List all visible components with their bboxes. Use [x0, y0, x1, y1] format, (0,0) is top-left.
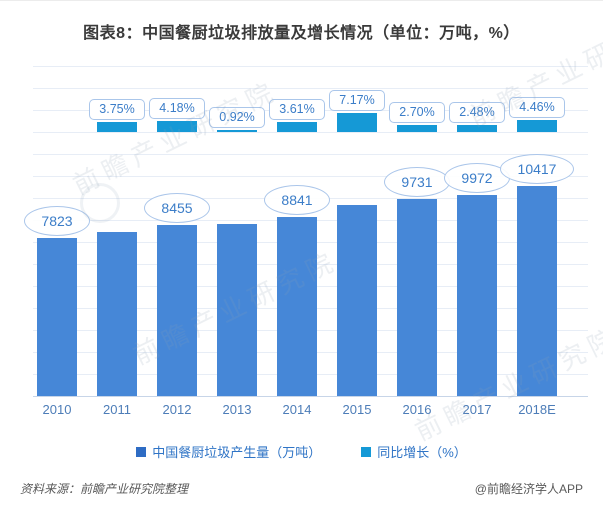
volume-bar [457, 195, 497, 396]
volume-value-label: 8841 [264, 185, 330, 215]
watermark: 前瞻产业研究院 [410, 321, 603, 447]
x-axis-label: 2012 [162, 402, 192, 417]
legend-item: 中国餐厨垃圾产生量（万吨） [136, 442, 321, 461]
legend-marker-icon [361, 446, 372, 457]
chart-legend: 中国餐厨垃圾产生量（万吨） 同比增长（%） [0, 442, 603, 461]
growth-bar [277, 122, 317, 132]
volume-bar [217, 224, 257, 396]
volume-value-label: 9972 [444, 163, 510, 193]
legend-item: 同比增长（%） [361, 442, 467, 461]
gridline [33, 154, 588, 155]
chart-title: 图表8：中国餐厨垃圾排放量及增长情况（单位：万吨，%） [83, 25, 520, 42]
x-axis-label: 2013 [222, 402, 252, 417]
volume-bar [37, 238, 77, 396]
footer: 资料来源：前瞻产业研究院整理 @前瞻经济学人APP [20, 480, 583, 497]
growth-value-label: 3.61% [269, 99, 325, 121]
volume-value-label: 7823 [24, 206, 90, 236]
growth-value-label: 0.92% [209, 106, 265, 128]
source-note: 资料来源：前瞻产业研究院整理 [20, 482, 189, 496]
growth-bar [97, 122, 137, 132]
volume-bar [157, 225, 197, 396]
legend-label: 中国餐厨垃圾产生量（万吨） [152, 445, 322, 460]
watermark: 前瞻产业研究院 [68, 75, 283, 201]
x-axis-line [33, 396, 588, 397]
x-axis-label: 2015 [342, 402, 372, 417]
x-axis-label: 2014 [282, 402, 312, 417]
growth-value-label: 7.17% [329, 90, 385, 111]
x-axis-label: 2018E [518, 402, 556, 417]
growth-value-label: 4.18% [149, 97, 205, 119]
legend-label: 同比增长（%） [377, 445, 467, 460]
gridline [33, 176, 588, 177]
volume-value-label: 9731 [384, 167, 450, 197]
growth-value-label: 2.70% [389, 101, 445, 123]
gridline [33, 132, 588, 133]
volume-bar [277, 217, 317, 396]
x-axis-label: 2010 [42, 402, 72, 417]
volume-bar [517, 186, 557, 396]
growth-bar [457, 125, 497, 132]
credit-note: @前瞻经济学人APP [474, 482, 583, 496]
volume-bar [337, 205, 377, 396]
growth-bar [157, 120, 197, 132]
growth-value-label: 4.46% [509, 97, 565, 119]
growth-bar [337, 113, 377, 132]
legend-marker-icon [136, 446, 147, 457]
x-axis-label: 2016 [402, 402, 432, 417]
volume-value-label: 10417 [500, 154, 574, 184]
growth-bar [517, 120, 557, 132]
gridline [33, 88, 588, 89]
volume-bar [97, 232, 137, 396]
volume-value-label: 8455 [144, 193, 210, 223]
growth-bar [217, 129, 257, 132]
x-axis-label: 2011 [103, 402, 131, 417]
x-axis-label: 2017 [462, 402, 492, 417]
volume-bar [397, 199, 437, 396]
growth-value-label: 2.48% [449, 102, 505, 124]
growth-value-label: 3.75% [89, 99, 145, 121]
gridline [33, 66, 588, 67]
growth-bar [397, 124, 437, 132]
